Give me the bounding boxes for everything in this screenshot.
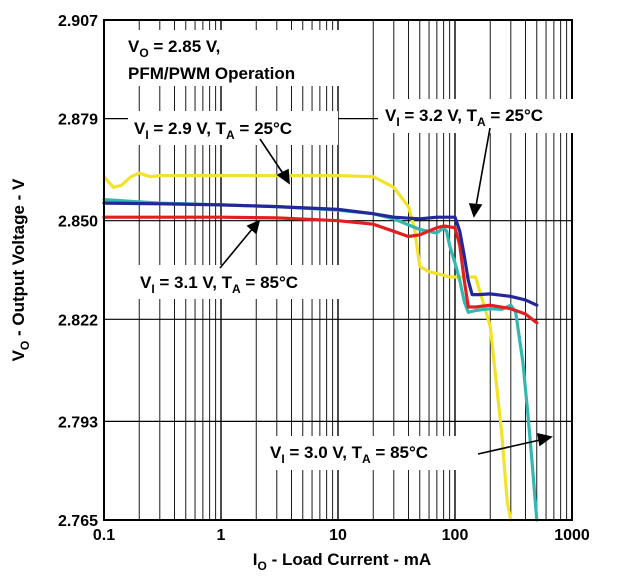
- series-line-vi32: [102, 201, 539, 307]
- x-tick-label: 1000: [554, 527, 590, 544]
- arrow-29: [259, 138, 285, 176]
- condition-line-2: PFM/PWM Operation: [128, 64, 295, 83]
- y-axis-title: VO - Output Voltage - V: [9, 178, 32, 361]
- condition-line-1: VO = 2.85 V,: [128, 37, 220, 60]
- annotation-arrows: [219, 127, 553, 455]
- arrow-31: [219, 227, 254, 269]
- series-label-30: VI = 3.0 V, TA = 85°C: [270, 443, 428, 466]
- label-box-32: [378, 99, 588, 133]
- label-box-30: [265, 436, 475, 470]
- arrow-30: [477, 439, 541, 455]
- label-box-31: [133, 265, 343, 299]
- label-box-29: [128, 111, 338, 145]
- series-label-29: VI = 2.9 V, TA = 25°C: [134, 119, 292, 142]
- arrowhead-30: [536, 432, 553, 447]
- condition-box: [120, 30, 345, 86]
- series-line-vi29: [102, 171, 513, 522]
- series-line-vi30: [102, 198, 539, 522]
- series-lines: [102, 171, 539, 522]
- series-label-32: VI = 3.2 V, TA = 25°C: [385, 106, 543, 129]
- y-tick-label: 2.793: [58, 414, 98, 431]
- arrow-32: [475, 127, 491, 207]
- x-tick-label: 0.1: [93, 527, 115, 544]
- arrowhead-32: [468, 203, 483, 218]
- x-tick-label: 10: [329, 527, 347, 544]
- x-axis-title: IO - Load Current - mA: [253, 550, 431, 573]
- y-tick-label: 2.765: [58, 513, 98, 530]
- y-tick-label: 2.907: [58, 13, 98, 30]
- y-tick-label: 2.850: [58, 214, 98, 231]
- y-tick-label: 2.822: [58, 312, 98, 329]
- x-tick-label: 1: [217, 527, 226, 544]
- x-tick-label: 100: [442, 527, 469, 544]
- tick-labels: 2.765 2.793 2.822 2.850 2.879 2.907 0.1 1 10 100 1…: [58, 13, 590, 544]
- plot-frame: [103, 19, 573, 521]
- arrowhead-31: [246, 219, 261, 235]
- y-tick-label: 2.879: [58, 112, 98, 129]
- arrowhead-29: [276, 168, 290, 185]
- series-label-31: VI = 3.1 V, TA = 85°C: [140, 273, 298, 296]
- series-line-vi31: [102, 215, 539, 325]
